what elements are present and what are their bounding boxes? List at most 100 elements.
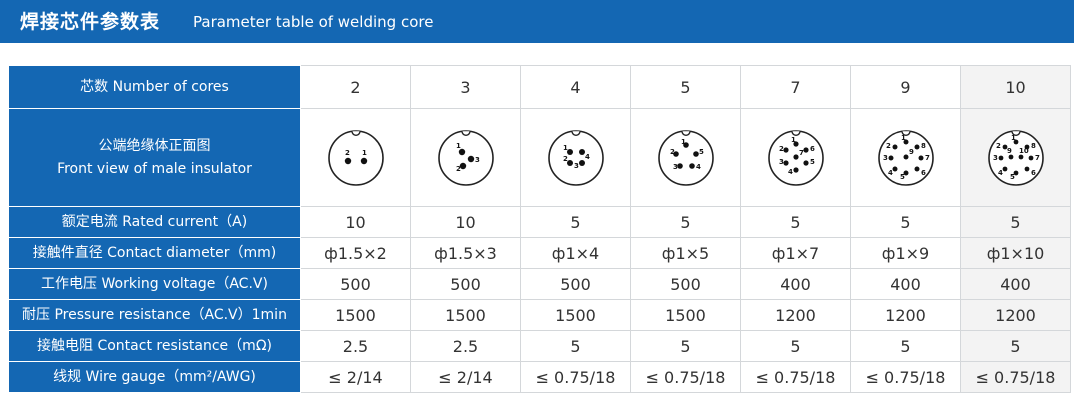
pressure-resistance-value: 1500 [520,299,631,331]
svg-text:7: 7 [799,149,804,157]
contact-diameter-value: ф1.5×2 [300,237,411,269]
insulator-cell: 1 2 3 4 5 6 7 8 9 [850,108,961,207]
parameter-table: 芯数 Number of cores 2 3 4 5 7 9 10 公端绝缘体正… [8,65,1071,393]
contact-resistance-value: 5 [520,330,631,362]
svg-text:1: 1 [362,149,367,157]
cores-value: 9 [850,65,961,109]
svg-text:2: 2 [563,155,568,163]
svg-text:2: 2 [456,165,461,173]
insulator-cell: 1 2 3 4 5 6 7 8 9 10 [960,108,1071,207]
working-voltage-value: 500 [300,268,411,300]
rated-current-value: 5 [740,206,851,238]
row-cores: 芯数 Number of cores 2 3 4 5 7 9 10 [8,65,1071,109]
contact-diameter-value: ф1×9 [850,237,961,269]
svg-text:3: 3 [475,156,480,164]
svg-text:5: 5 [810,158,815,166]
pressure-resistance-value: 1500 [630,299,741,331]
row-wire-gauge: 线规 Wire gauge（mm²/AWG) ≤ 2/14 ≤ 2/14 ≤ 0… [8,361,1071,393]
title-banner: 焊接芯件参数表 Parameter table of welding core [0,0,1074,43]
svg-text:1: 1 [1011,134,1016,142]
insulator-cell: 1 2 3 4 5 [630,108,741,207]
cores-value: 7 [740,65,851,109]
wire-gauge-value: ≤ 2/14 [300,361,411,393]
svg-text:6: 6 [1031,169,1036,177]
pressure-resistance-value: 1200 [740,299,851,331]
svg-text:4: 4 [585,153,590,161]
front-view-label-en: Front view of male insulator [57,160,252,177]
svg-text:6: 6 [810,145,815,153]
insulator-cell: 1 2 3 4 5 6 7 [740,108,851,207]
contact-resistance-value: 5 [960,330,1071,362]
wire-gauge-value: ≤ 0.75/18 [960,361,1071,393]
svg-text:8: 8 [1031,142,1036,150]
rated-current-value: 10 [410,206,521,238]
svg-text:2: 2 [996,142,1001,150]
wire-gauge-value: ≤ 0.75/18 [740,361,851,393]
wire-gauge-label: 线规 Wire gauge（mm²/AWG) [8,361,301,393]
svg-text:1: 1 [681,138,686,146]
wire-gauge-value: ≤ 0.75/18 [850,361,961,393]
contact-diameter-label: 接触件直径 Contact diameter（mm) [8,237,301,269]
pressure-resistance-value: 1500 [410,299,521,331]
rated-current-label: 额定电流 Rated current（A) [8,206,301,238]
insulator-4-core-image: 1 2 3 4 [547,129,604,186]
row-working-voltage: 工作电压 Working voltage（AC.V) 500 500 500 5… [8,268,1071,300]
contact-resistance-value: 5 [850,330,961,362]
cores-value: 2 [300,65,411,109]
row-pressure-resistance: 耐压 Pressure resistance（AC.V）1min 1500 15… [8,299,1071,331]
insulator-9-core-image: 1 2 3 4 5 6 7 8 9 [877,129,934,186]
working-voltage-value: 400 [960,268,1071,300]
rated-current-value: 10 [300,206,411,238]
contact-diameter-value: ф1×4 [520,237,631,269]
title-cn: 焊接芯件参数表 [20,11,161,33]
svg-text:3: 3 [779,158,784,166]
wire-gauge-value: ≤ 2/14 [410,361,521,393]
row-front-view: 公端绝缘体正面图 Front view of male insulator 2 … [8,108,1071,207]
contact-resistance-value: 5 [630,330,741,362]
cores-value: 3 [410,65,521,109]
rated-current-value: 5 [520,206,631,238]
cores-label: 芯数 Number of cores [8,65,301,109]
svg-text:5: 5 [900,173,905,181]
contact-diameter-value: ф1×7 [740,237,851,269]
svg-text:1: 1 [901,134,906,142]
row-contact-resistance: 接触电阻 Contact resistance（mΩ) 2.5 2.5 5 5 … [8,330,1071,362]
title-en: Parameter table of welding core [193,13,434,31]
rated-current-value: 5 [630,206,741,238]
working-voltage-value: 500 [410,268,521,300]
contact-diameter-value: ф1×5 [630,237,741,269]
svg-text:10: 10 [1019,147,1029,155]
svg-text:3: 3 [574,162,579,170]
front-view-label: 公端绝缘体正面图 Front view of male insulator [8,108,301,207]
rated-current-value: 5 [960,206,1071,238]
cores-value: 5 [630,65,741,109]
svg-text:1: 1 [791,136,796,144]
contact-resistance-value: 2.5 [410,330,521,362]
svg-text:4: 4 [696,163,701,171]
contact-diameter-value: ф1×10 [960,237,1071,269]
row-contact-diameter: 接触件直径 Contact diameter（mm) ф1.5×2 ф1.5×3… [8,237,1071,269]
pressure-resistance-label: 耐压 Pressure resistance（AC.V）1min [8,299,301,331]
svg-text:2: 2 [779,145,784,153]
insulator-10-core-image: 1 2 3 4 5 6 7 8 9 10 [987,129,1044,186]
contact-resistance-value: 5 [740,330,851,362]
working-voltage-value: 400 [850,268,961,300]
working-voltage-value: 400 [740,268,851,300]
contact-diameter-value: ф1.5×3 [410,237,521,269]
working-voltage-label: 工作电压 Working voltage（AC.V) [8,268,301,300]
working-voltage-value: 500 [520,268,631,300]
pressure-resistance-value: 1200 [960,299,1071,331]
wire-gauge-value: ≤ 0.75/18 [520,361,631,393]
svg-text:2: 2 [886,142,891,150]
insulator-cell: 1 2 3 [410,108,521,207]
front-view-label-cn: 公端绝缘体正面图 [98,137,211,154]
svg-text:7: 7 [925,154,930,162]
svg-text:3: 3 [993,154,998,162]
svg-text:4: 4 [998,169,1003,177]
svg-text:5: 5 [1010,173,1015,181]
svg-text:2: 2 [345,149,350,157]
svg-text:4: 4 [888,169,893,177]
svg-text:4: 4 [788,168,793,176]
insulator-cell: 1 2 3 4 [520,108,631,207]
svg-text:7: 7 [1035,154,1040,162]
